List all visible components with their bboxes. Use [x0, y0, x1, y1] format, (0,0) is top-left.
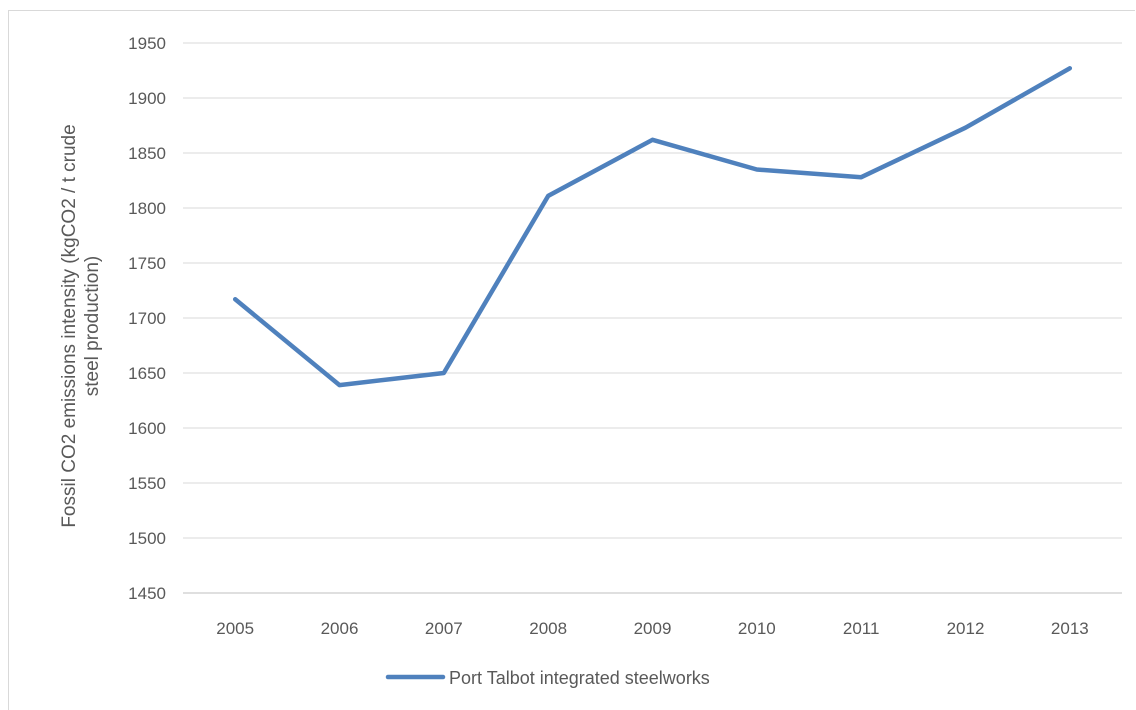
y-tick-label: 1850 — [128, 144, 166, 163]
y-axis-ticks: 1450 1500 1550 1600 1650 1700 1750 1800 1850 1900… — [128, 34, 166, 603]
gridlines — [183, 43, 1122, 593]
series-line — [235, 68, 1070, 385]
legend: Port Talbot integrated steelworks — [388, 668, 710, 688]
y-tick-label: 1800 — [128, 199, 166, 218]
x-tick-label: 2007 — [425, 619, 463, 638]
y-tick-label: 1700 — [128, 309, 166, 328]
y-axis-label-line: steel production) — [82, 256, 103, 396]
y-axis-label-line: Fossil CO2 emissions intensity (kgCO2 / … — [59, 124, 80, 527]
y-tick-label: 1650 — [128, 364, 166, 383]
y-tick-label: 1550 — [128, 474, 166, 493]
series-group — [235, 68, 1070, 385]
y-tick-label: 1750 — [128, 254, 166, 273]
y-tick-label: 1900 — [128, 89, 166, 108]
x-tick-label: 2009 — [634, 619, 672, 638]
y-tick-label: 1450 — [128, 584, 166, 603]
x-axis-ticks: 2005 2006 2007 2008 2009 2010 2011 2012 2013 — [216, 619, 1088, 638]
y-tick-label: 1600 — [128, 419, 166, 438]
x-tick-label: 2012 — [947, 619, 985, 638]
y-tick-label: 1500 — [128, 529, 166, 548]
x-tick-label: 2011 — [843, 619, 880, 638]
x-tick-label: 2008 — [529, 619, 567, 638]
x-tick-label: 2013 — [1051, 619, 1089, 638]
y-axis-label: Fossil CO2 emissions intensity (kgCO2 / … — [59, 124, 103, 527]
y-tick-label: 1950 — [128, 34, 166, 53]
legend-label: Port Talbot integrated steelworks — [449, 668, 710, 688]
x-tick-label: 2005 — [216, 619, 254, 638]
x-tick-label: 2006 — [321, 619, 359, 638]
x-tick-label: 2010 — [738, 619, 776, 638]
